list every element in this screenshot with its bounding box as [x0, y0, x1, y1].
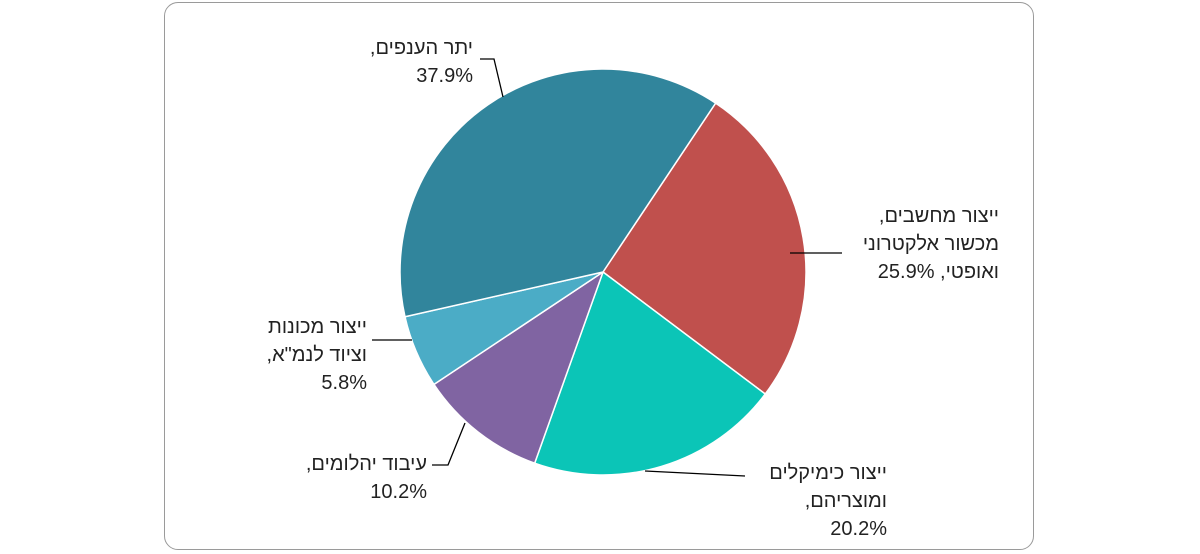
- slice-3-label-line-2: 10.2%: [370, 481, 427, 503]
- slice-4-label-line-2: וציוד לנמ"א,: [267, 344, 367, 366]
- slice-5-label: יתר הענפים, 37.9%: [370, 37, 473, 87]
- slice-5-label-line-2: 37.9%: [416, 65, 473, 87]
- slice-2-wedge: [533, 270, 767, 476]
- slice-3-label: עיבוד יהלומים, 10.2%: [306, 453, 427, 503]
- slice-1-label-line-3: ואופטי, 25.9%: [878, 261, 999, 283]
- slice-1-label-line-1: ייצור מחשבים,: [879, 205, 999, 227]
- slice-2-label-line-3: 20.2%: [830, 518, 887, 540]
- slice-1-wedge: [601, 102, 807, 396]
- slice-3-wedge: [432, 270, 605, 465]
- slice-1-label-line-2: מכשור אלקטרוני: [863, 233, 999, 255]
- slice-5-wedge: [399, 68, 717, 318]
- leader-lines-layer: [372, 58, 842, 477]
- slice-3-label-line-1: עיבוד יהלומים,: [306, 453, 427, 475]
- slice-2-label-line-1: ייצור כימיקלים: [769, 462, 887, 484]
- slice-4-label: ייצור מכונות וציוד לנמ"א, 5.8%: [267, 316, 368, 394]
- slice-4-label-line-3: 5.8%: [321, 372, 367, 394]
- labels-layer: ייצור מחשבים, מכשור אלקטרוני ואופטי, 25.9%…: [267, 37, 999, 540]
- slice-2-label: ייצור כימיקלים ומוצריהם, 20.2%: [769, 462, 887, 540]
- slice-5-label-line-1: יתר הענפים,: [370, 37, 473, 59]
- slice-5-leader-line: [480, 58, 504, 98]
- slice-4-label-line-1: ייצור מכונות: [268, 316, 367, 338]
- slices-layer: [399, 68, 807, 476]
- slice-2-leader-line: [644, 470, 746, 477]
- slice-1-label: ייצור מחשבים, מכשור אלקטרוני ואופטי, 25.9%: [863, 205, 999, 283]
- slice-2-label-line-2: ומוצריהם,: [805, 490, 887, 512]
- slice-3-leader-line: [432, 422, 466, 466]
